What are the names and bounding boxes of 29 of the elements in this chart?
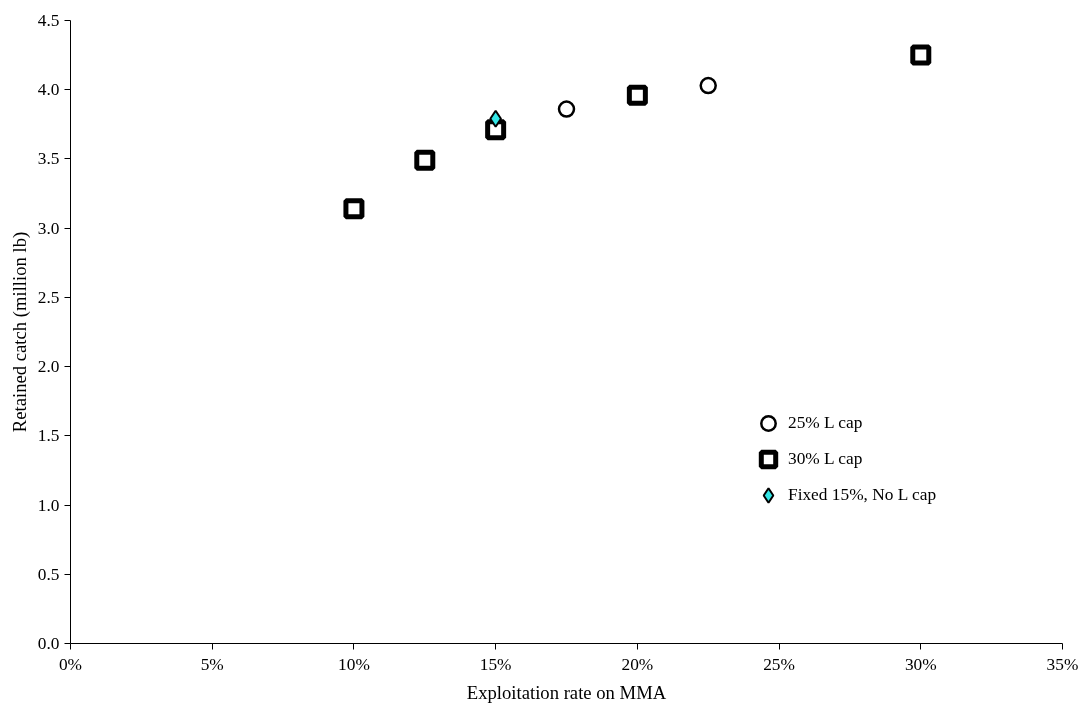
y-tick-label: 2.5: [37, 287, 60, 307]
legend-label: 25% L cap: [788, 413, 863, 433]
legend-label: Fixed 15%, No L cap: [788, 485, 937, 505]
point: [626, 84, 648, 106]
point: [557, 100, 576, 118]
x-tick-label: 10%: [338, 654, 370, 674]
x-tick-label: 5%: [200, 654, 224, 674]
y-tick-label: 3.5: [37, 149, 60, 169]
y-tick-label: 2.0: [37, 357, 60, 377]
y-tick-label: 1.0: [37, 495, 60, 515]
y-tick-label: 0.5: [37, 564, 60, 584]
x-tick-label: 30%: [904, 654, 937, 674]
y-tick-label: 4.5: [37, 11, 60, 30]
y-tick-label: 3.0: [37, 218, 60, 238]
y-axis-title: Retained catch (million lb): [8, 231, 31, 433]
x-tick-label: 0%: [58, 654, 83, 674]
point: [414, 149, 436, 171]
x-tick-label: 15%: [479, 654, 512, 674]
y-tick-label: 1.5: [37, 426, 60, 446]
y-tick-label: 0.0: [37, 634, 60, 653]
point: [699, 76, 717, 95]
x-tick-label: 35%: [1046, 654, 1079, 674]
point: [343, 198, 365, 220]
x-tick-label: 20%: [621, 654, 654, 674]
legend-label: 30% L cap: [788, 449, 863, 469]
x-tick-label: 25%: [763, 654, 795, 674]
point: [910, 44, 932, 66]
x-axis-title: Exploitation rate on MMA: [466, 681, 667, 703]
y-tick-label: 4.0: [37, 80, 60, 100]
